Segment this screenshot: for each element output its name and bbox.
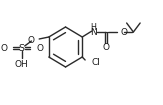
Text: O: O (27, 35, 34, 45)
Text: N: N (90, 28, 97, 37)
Text: OH: OH (15, 60, 29, 68)
Text: S: S (19, 43, 25, 52)
Text: O: O (121, 28, 128, 37)
Text: O: O (36, 43, 43, 52)
Text: O: O (0, 43, 7, 52)
Text: O: O (103, 43, 110, 51)
Text: Cl: Cl (92, 58, 101, 66)
Text: H: H (90, 22, 96, 32)
